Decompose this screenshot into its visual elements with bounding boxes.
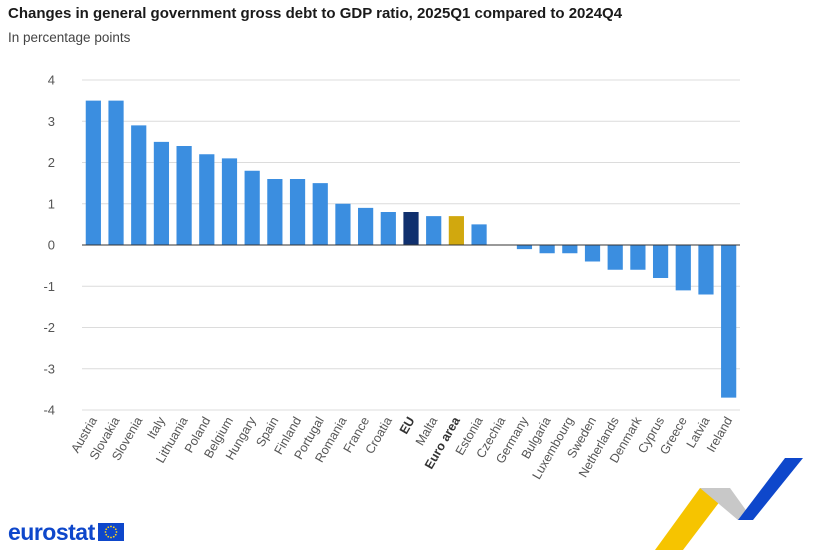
chart-subtitle: In percentage points [8,30,131,45]
eurostat-logo: eurostat [8,518,124,546]
bar-lithuania[interactable] [176,146,192,245]
bar-germany[interactable] [516,245,533,250]
y-tick-label: 0 [48,238,55,253]
bar-sweden[interactable] [584,245,601,262]
y-tick-label: 3 [48,114,55,129]
bar-finland[interactable] [289,179,306,245]
bar-slovenia[interactable] [131,125,147,245]
bar-ireland[interactable] [721,245,737,398]
bar-latvia[interactable] [698,245,714,295]
y-tick-label: -2 [43,320,55,335]
y-tick-label: -1 [43,279,55,294]
bar-france[interactable] [358,207,374,245]
bar-poland[interactable] [199,154,215,245]
bar-spain[interactable] [267,179,283,245]
bar-denmark[interactable] [630,245,646,270]
bar-romania[interactable] [335,203,351,245]
bar-luxembourg[interactable] [562,245,578,254]
bars [85,100,737,398]
bar-malta[interactable] [426,216,442,245]
bar-eu[interactable] [403,212,419,245]
bar-belgium[interactable] [221,158,238,245]
bar-austria[interactable] [85,100,101,245]
bar-bulgaria[interactable] [539,245,555,254]
bar-netherlands[interactable] [607,245,623,270]
bar-portugal[interactable] [312,183,328,245]
y-tick-label: 1 [48,196,55,211]
bar-slovakia[interactable] [108,100,124,245]
y-tick-label: 4 [48,73,55,88]
y-tick-label: -3 [43,361,55,376]
eu-flag-icon [97,523,124,541]
bar-greece[interactable] [675,245,691,291]
bar-hungary[interactable] [244,170,260,245]
y-tick-label: 2 [48,155,55,170]
y-axis-ticks: 4 3 2 1 0 -1 -2 -3 -4 [43,73,55,418]
bar-euro-area[interactable] [448,216,464,245]
bar-croatia[interactable] [380,212,396,245]
corner-decoration [655,458,803,550]
bar-italy[interactable] [153,141,170,245]
chart-title: Changes in general government gross debt… [8,5,623,22]
eurostat-wordmark: eurostat [8,518,95,545]
x-tick-label: EU [397,415,418,437]
bar-cyprus[interactable] [652,245,669,278]
bar-estonia[interactable] [471,224,487,245]
y-tick-label: -4 [43,403,55,418]
